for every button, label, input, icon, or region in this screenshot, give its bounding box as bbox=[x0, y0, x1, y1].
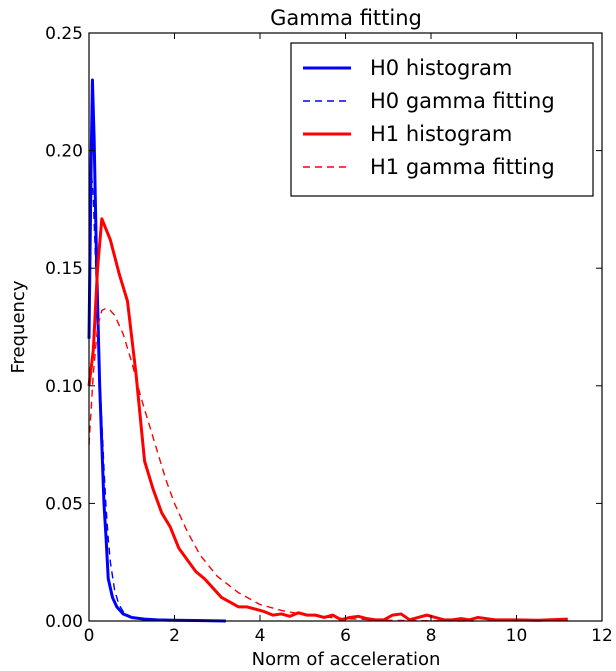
x-tick-label: 4 bbox=[255, 626, 266, 646]
x-tick-label: 2 bbox=[169, 626, 180, 646]
legend-items: H0 histogram H0 gamma fitting H1 histogram… bbox=[303, 56, 555, 179]
legend-label-h1-gamma-fitting: H1 gamma fitting bbox=[370, 155, 555, 179]
y-tick-label: 0.05 bbox=[45, 494, 83, 514]
legend-label-h0-gamma-fitting: H0 gamma fitting bbox=[370, 89, 555, 113]
series-layer bbox=[87, 78, 568, 623]
ticks-layer: 0 2 4 6 8 10 12 0.00 0.05 0.10 0.15 0.20 0.25 bbox=[45, 24, 613, 646]
series-line-h0-gamma-fitting bbox=[89, 173, 175, 622]
x-tick-label: 0 bbox=[84, 626, 95, 646]
y-tick-label: 0.15 bbox=[45, 259, 83, 279]
series-line-h1-histogram bbox=[87, 217, 568, 622]
legend-label-h0-histogram: H0 histogram bbox=[370, 56, 512, 80]
legend-label-h1-histogram: H1 histogram bbox=[370, 122, 512, 146]
x-tick-label: 6 bbox=[340, 626, 351, 646]
y-tick-label: 0.20 bbox=[45, 142, 83, 162]
x-tick-label: 10 bbox=[506, 626, 528, 646]
y-axis-label: Frequency bbox=[8, 280, 29, 373]
series-line-h1-gamma-fitting bbox=[88, 307, 474, 622]
x-tick-label: 12 bbox=[591, 626, 613, 646]
y-tick-label: 0.25 bbox=[45, 24, 83, 44]
x-tick-label: 8 bbox=[426, 626, 437, 646]
legend: H0 histogram H0 gamma fitting H1 histogram… bbox=[290, 42, 594, 197]
chart-title: Gamma fitting bbox=[270, 6, 422, 30]
plot-area: 0 2 4 6 8 10 12 0.00 0.05 0.10 0.15 0.20 0.25 bbox=[45, 24, 613, 646]
series-line-h0-histogram bbox=[87, 78, 226, 623]
x-axis-label: Norm of acceleration bbox=[252, 649, 441, 670]
y-tick-label: 0.00 bbox=[45, 612, 83, 632]
y-tick-label: 0.10 bbox=[45, 377, 83, 397]
